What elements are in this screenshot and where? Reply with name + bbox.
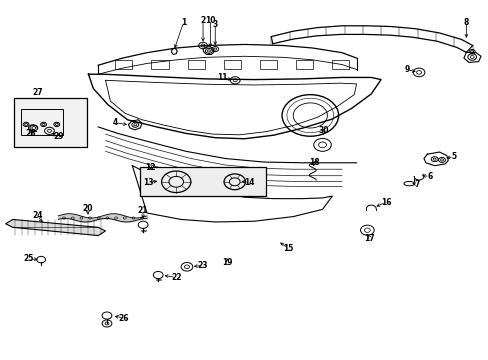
Text: 4: 4: [112, 118, 118, 127]
FancyBboxPatch shape: [140, 167, 266, 196]
Text: 6: 6: [427, 172, 431, 181]
Text: 17: 17: [364, 234, 374, 243]
Text: 16: 16: [380, 198, 390, 207]
Text: 27: 27: [32, 87, 42, 96]
Text: 3: 3: [212, 19, 218, 28]
Text: 11: 11: [217, 73, 227, 82]
Text: 26: 26: [119, 314, 129, 323]
Text: 29: 29: [53, 132, 63, 141]
Text: 7: 7: [414, 180, 419, 189]
Text: 24: 24: [32, 211, 42, 220]
Text: 10: 10: [204, 16, 215, 25]
Text: 19: 19: [222, 258, 232, 267]
Text: 23: 23: [198, 261, 208, 270]
Text: 2: 2: [200, 16, 205, 25]
Text: 12: 12: [145, 163, 155, 172]
FancyBboxPatch shape: [14, 98, 86, 147]
Text: 22: 22: [171, 273, 181, 282]
Text: 15: 15: [283, 244, 293, 253]
Text: 28: 28: [25, 129, 36, 138]
Text: 14: 14: [244, 178, 254, 187]
Text: 9: 9: [404, 65, 408, 74]
Polygon shape: [5, 220, 105, 235]
Text: 13: 13: [143, 178, 153, 187]
Text: 21: 21: [138, 206, 148, 215]
Text: 18: 18: [308, 158, 319, 167]
Text: 8: 8: [463, 18, 468, 27]
Text: 20: 20: [82, 204, 93, 213]
Text: 1: 1: [181, 18, 186, 27]
Text: 30: 30: [318, 126, 328, 135]
Text: 25: 25: [24, 255, 34, 264]
Text: 5: 5: [451, 152, 456, 161]
